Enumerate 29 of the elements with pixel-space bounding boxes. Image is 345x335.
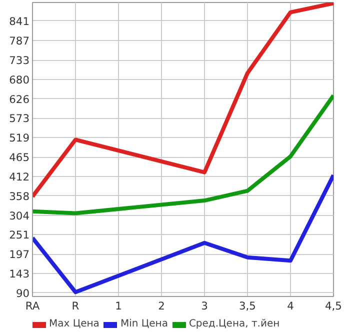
y-tick-label: 519	[9, 132, 30, 145]
y-tick-label: 197	[9, 248, 30, 262]
line-series	[32, 173, 334, 294]
y-tick-label: 841	[9, 14, 30, 28]
line-series	[32, 2, 334, 199]
x-tick-label: 3	[201, 300, 208, 312]
x-tick-label: 3,5	[239, 300, 256, 312]
y-tick-label: 251	[9, 228, 30, 242]
y-tick-label: 573	[9, 112, 30, 125]
y-tick-label: 143	[9, 268, 30, 281]
legend-label: Min Цена	[120, 318, 168, 330]
y-tick-label: 680	[9, 73, 30, 86]
line-series	[32, 94, 334, 216]
y-tick-label: 626	[9, 92, 30, 106]
legend-label: Сред.Цена, т.йен	[188, 318, 280, 330]
x-tick-label: R	[72, 300, 80, 312]
x-tick-label: 2	[158, 300, 165, 312]
y-tick-label: 90	[16, 286, 30, 300]
x-tick-label: 4,5	[325, 300, 342, 312]
y-tick-label: 733	[9, 54, 30, 68]
legend-label: Max Цена	[49, 318, 100, 330]
y-tick-label: 412	[9, 170, 30, 184]
x-tick-label: 4	[287, 300, 294, 312]
y-tick-label: 304	[9, 209, 30, 222]
y-tick-label: 465	[9, 151, 30, 164]
y-tick-label: 787	[9, 34, 30, 48]
x-tick-label: 1	[115, 300, 122, 312]
y-tick-label: 358	[9, 190, 30, 203]
x-tick-label: RA	[25, 300, 40, 312]
